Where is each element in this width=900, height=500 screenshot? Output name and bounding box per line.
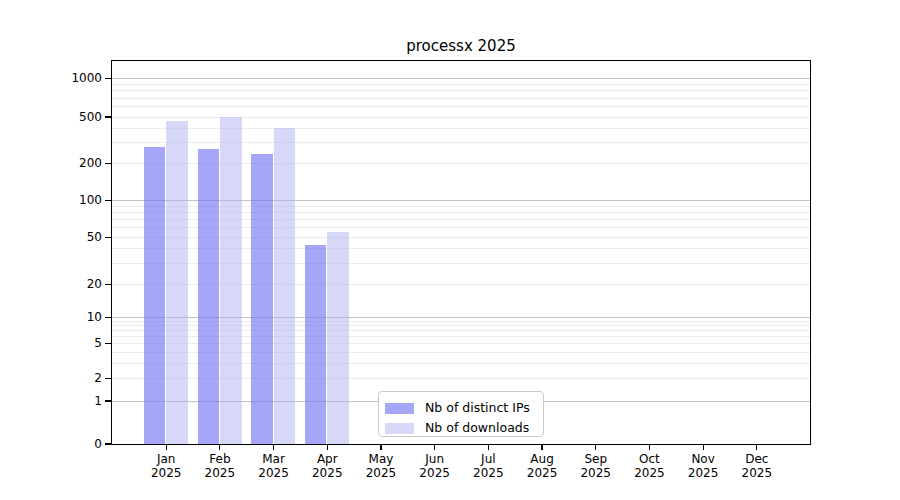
x-tick-month: Mar bbox=[246, 453, 302, 467]
y-tick bbox=[105, 116, 112, 117]
y-tick bbox=[105, 78, 112, 79]
x-tick bbox=[703, 444, 704, 450]
bar-distinct-ips-jan bbox=[144, 147, 165, 444]
y-tick bbox=[105, 237, 112, 238]
x-tick bbox=[541, 444, 542, 450]
bar-downloads-apr bbox=[327, 232, 349, 444]
x-tick-label-mar: Mar2025 bbox=[246, 453, 302, 480]
y-tick bbox=[105, 343, 112, 344]
x-tick-label-jan: Jan2025 bbox=[138, 453, 194, 480]
x-tick-label-sep: Sep2025 bbox=[568, 453, 624, 480]
gridline-minor bbox=[112, 142, 810, 143]
y-tick bbox=[105, 400, 112, 401]
x-tick-label-apr: Apr2025 bbox=[299, 453, 355, 480]
x-tick-month: Jun bbox=[407, 453, 463, 467]
y-tick bbox=[105, 284, 112, 285]
gridline-minor bbox=[112, 106, 810, 107]
x-tick bbox=[488, 444, 489, 450]
bar-distinct-ips-mar bbox=[251, 154, 272, 444]
x-tick bbox=[380, 444, 381, 450]
y-tick-label: 50 bbox=[50, 230, 102, 245]
x-tick-year: 2025 bbox=[675, 467, 731, 481]
x-tick-month: Sep bbox=[568, 453, 624, 467]
x-tick bbox=[327, 444, 328, 450]
y-tick-label: 20 bbox=[50, 277, 102, 292]
legend: Nb of distinct IPs Nb of downloads bbox=[378, 391, 544, 437]
x-tick-month: Jan bbox=[138, 453, 194, 467]
gridline-minor bbox=[112, 90, 810, 91]
x-tick-year: 2025 bbox=[138, 467, 194, 481]
x-tick-year: 2025 bbox=[729, 467, 785, 481]
gridline-major bbox=[112, 78, 810, 79]
x-tick-year: 2025 bbox=[514, 467, 570, 481]
chart-canvas: processx 2025 01251020501002005001000Jan… bbox=[0, 0, 900, 500]
y-tick bbox=[105, 200, 112, 201]
x-tick-year: 2025 bbox=[192, 467, 248, 481]
x-tick bbox=[273, 444, 274, 450]
x-tick-label-nov: Nov2025 bbox=[675, 453, 731, 480]
legend-label-downloads: Nb of downloads bbox=[425, 420, 529, 436]
legend-label-distinct-ips: Nb of distinct IPs bbox=[425, 400, 530, 416]
y-tick-label: 200 bbox=[50, 156, 102, 171]
x-tick bbox=[166, 444, 167, 450]
y-tick-label: 1000 bbox=[50, 71, 102, 86]
x-tick-month: Oct bbox=[621, 453, 677, 467]
x-tick-year: 2025 bbox=[460, 467, 516, 481]
y-tick-label: 2 bbox=[50, 371, 102, 386]
chart-title: processx 2025 bbox=[111, 37, 811, 55]
x-tick-month: May bbox=[353, 453, 409, 467]
legend-item-distinct-ips: Nb of distinct IPs bbox=[379, 398, 543, 418]
x-tick-label-jul: Jul2025 bbox=[460, 453, 516, 480]
x-tick-year: 2025 bbox=[299, 467, 355, 481]
bar-downloads-mar bbox=[274, 128, 296, 444]
x-tick bbox=[756, 444, 757, 450]
legend-swatch-downloads bbox=[385, 423, 414, 434]
x-tick-year: 2025 bbox=[621, 467, 677, 481]
y-tick-label: 100 bbox=[50, 193, 102, 208]
legend-swatch-distinct-ips bbox=[385, 403, 414, 414]
x-tick-label-feb: Feb2025 bbox=[192, 453, 248, 480]
y-tick-label: 1 bbox=[50, 394, 102, 409]
y-tick-label: 500 bbox=[50, 110, 102, 125]
x-tick-month: Nov bbox=[675, 453, 731, 467]
x-tick-year: 2025 bbox=[407, 467, 463, 481]
x-tick bbox=[434, 444, 435, 450]
x-tick bbox=[219, 444, 220, 450]
gridline-minor bbox=[112, 98, 810, 99]
bar-distinct-ips-feb bbox=[198, 149, 219, 444]
plot-area: 01251020501002005001000Jan2025Feb2025Mar… bbox=[111, 60, 811, 445]
x-tick-month: Apr bbox=[299, 453, 355, 467]
x-tick-month: Aug bbox=[514, 453, 570, 467]
x-tick-month: Jul bbox=[460, 453, 516, 467]
x-tick-label-dec: Dec2025 bbox=[729, 453, 785, 480]
x-tick bbox=[595, 444, 596, 450]
y-tick-label: 0 bbox=[50, 437, 102, 452]
y-tick bbox=[105, 317, 112, 318]
gridline-minor bbox=[112, 84, 810, 85]
y-tick bbox=[105, 163, 112, 164]
gridline-minor bbox=[112, 128, 810, 129]
y-tick-label: 5 bbox=[50, 336, 102, 351]
x-tick-label-may: May2025 bbox=[353, 453, 409, 480]
x-tick-label-aug: Aug2025 bbox=[514, 453, 570, 480]
y-tick bbox=[105, 443, 112, 444]
y-tick bbox=[105, 378, 112, 379]
legend-item-downloads: Nb of downloads bbox=[379, 418, 543, 438]
x-tick-year: 2025 bbox=[568, 467, 624, 481]
x-tick-year: 2025 bbox=[353, 467, 409, 481]
x-tick bbox=[649, 444, 650, 450]
x-tick-label-jun: Jun2025 bbox=[407, 453, 463, 480]
bar-distinct-ips-apr bbox=[305, 245, 326, 444]
x-tick-month: Dec bbox=[729, 453, 785, 467]
gridline-minor bbox=[112, 117, 810, 118]
y-tick-label: 10 bbox=[50, 310, 102, 325]
x-tick-label-oct: Oct2025 bbox=[621, 453, 677, 480]
x-tick-month: Feb bbox=[192, 453, 248, 467]
bar-downloads-jan bbox=[166, 121, 188, 444]
bar-downloads-feb bbox=[220, 117, 242, 444]
x-tick-year: 2025 bbox=[246, 467, 302, 481]
